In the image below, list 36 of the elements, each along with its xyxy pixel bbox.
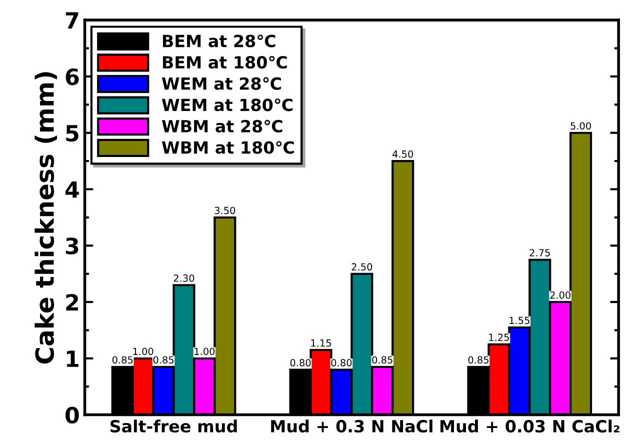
data-label: 1.00 [194,348,215,356]
data-label: 0.85 [153,356,174,364]
data-label: 3.50 [214,206,236,214]
data-label: 0.85 [468,356,488,364]
legend-label: WEM at 28℃ [162,77,281,90]
legend-label: WBM at 180℃ [162,141,294,154]
data-label: 1.00 [133,348,154,356]
y-tick-label: 7 [66,12,78,29]
data-label: 1.15 [311,339,331,347]
data-label: 0.85 [112,356,133,364]
x-tick-label: Mud + 0.3 N NaCl [271,420,432,433]
y-tick-label: 5 [66,125,78,142]
legend-label: BEM at 28℃ [162,34,276,48]
data-label: 5.00 [570,122,591,130]
y-tick-label: 6 [66,68,79,86]
data-label: 0.80 [290,359,311,366]
y-tick-label: 2 [66,294,78,310]
data-label: 4.50 [392,150,414,158]
x-tick-label: Salt-free mud [110,420,237,433]
data-label: 1.25 [489,334,509,342]
legend-label: WEM at 180℃ [162,98,293,112]
y-tick-label: 1 [66,350,78,367]
y-axis-title: Cake thickness (mm) [34,72,57,364]
data-label: 1.55 [510,316,530,324]
x-tick-label: Mud + 0.03 N CaCl₂ [440,420,620,433]
data-label: 0.80 [331,359,352,366]
y-tick-label: 0 [66,406,79,424]
legend-label: BEM at 180℃ [162,56,287,69]
data-label: 2.50 [352,263,372,271]
data-label: 2.30 [174,274,194,282]
data-label: 2.75 [530,249,550,256]
data-label: 0.85 [372,356,392,364]
y-tick-label: 3 [66,238,78,254]
legend-label: WBM at 28℃ [162,120,282,133]
y-tick-label: 4 [65,181,79,198]
data-label: 2.00 [550,291,570,299]
